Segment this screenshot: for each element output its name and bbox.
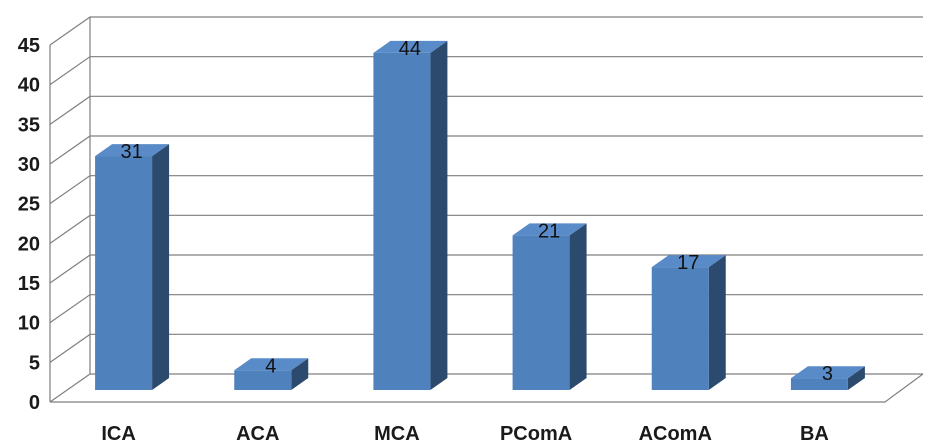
bar-ica [95, 144, 170, 390]
x-category-label: MCA [374, 423, 420, 444]
bar-top-face [373, 40, 448, 53]
x-category-label: PComA [500, 423, 572, 444]
y-tick-label: 30 [18, 154, 40, 176]
y-tick-label: 45 [18, 35, 40, 57]
bar-front-face [234, 370, 292, 390]
bar-side-face [430, 40, 448, 390]
bar-front-face [651, 267, 709, 390]
y-tick-label: 10 [18, 313, 40, 335]
bar-ba [790, 366, 865, 390]
bar-top-face [234, 358, 309, 371]
bar-side-face [152, 144, 170, 390]
x-category-label: AComA [639, 423, 712, 444]
y-tick-label: 0 [29, 392, 40, 414]
bar-front-face [790, 378, 848, 390]
bar-pcoma [512, 223, 587, 390]
y-tick-label: 5 [29, 352, 40, 374]
data-label: 44 [399, 38, 421, 60]
bar-side-face [291, 358, 309, 390]
gridline [49, 16, 923, 46]
bar-side-face [569, 223, 587, 390]
axes [49, 17, 924, 403]
floor-edge [50, 373, 924, 403]
x-category-label: ACA [236, 423, 279, 444]
y-axis-ticks: 0 5 10 15 20 25 30 35 40 45 [18, 35, 40, 414]
x-category-label: BA [800, 423, 829, 444]
bar-side-face [708, 255, 726, 390]
gridline [49, 135, 923, 165]
bar-top-face [651, 255, 726, 268]
y-tick-label: 15 [18, 273, 40, 295]
gridlines [49, 16, 923, 403]
gridline [49, 254, 923, 284]
bar-side-face [847, 366, 865, 390]
bar-aca [234, 358, 309, 390]
x-axis-categories: ICA ACA MCA PComA AComA BA [101, 423, 829, 444]
bar-front-face [373, 52, 431, 390]
gridline [49, 56, 923, 86]
gridline [49, 333, 923, 363]
bar-front-face [512, 235, 570, 390]
bars [95, 40, 865, 390]
data-label: 31 [120, 141, 142, 163]
bar-front-face [95, 156, 153, 390]
bar-top-face [95, 144, 170, 157]
data-label: 17 [677, 252, 699, 274]
x-category-label: ICA [101, 423, 135, 444]
data-label: 3 [822, 363, 833, 385]
bar-top-face [790, 366, 865, 379]
bar-top-face [512, 223, 587, 236]
y-tick-label: 40 [18, 75, 40, 97]
bar-mca [373, 40, 448, 390]
y-tick-label: 20 [18, 233, 40, 255]
data-label: 21 [538, 220, 560, 242]
bar-acoma [651, 255, 726, 390]
gridline [49, 95, 923, 125]
data-label: 4 [265, 355, 276, 377]
y-tick-label: 25 [18, 194, 40, 216]
gridline [49, 175, 923, 205]
gridline [49, 214, 923, 244]
y-tick-label: 35 [18, 114, 40, 136]
gridline [49, 294, 923, 324]
